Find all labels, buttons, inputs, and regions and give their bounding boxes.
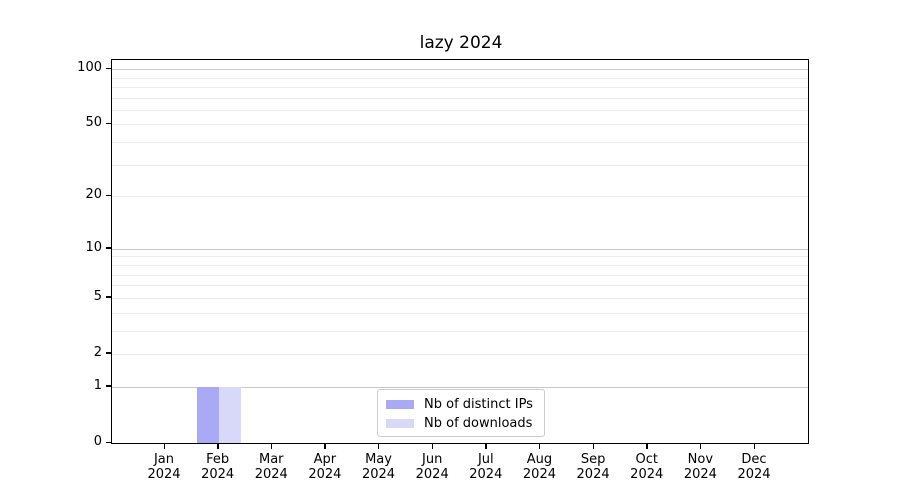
x-tick-year: 2024 <box>576 467 610 482</box>
x-tick-year: 2024 <box>737 467 771 482</box>
x-tick-year: 2024 <box>469 467 503 482</box>
x-tick-label: Feb 2024 <box>183 452 253 482</box>
x-tick-label: Aug 2024 <box>504 452 574 482</box>
major-gridline <box>112 353 808 355</box>
x-tick-mark <box>538 444 541 449</box>
legend-swatch-downloads <box>386 419 414 428</box>
x-tick-year: 2024 <box>254 467 288 482</box>
y-tick-label: 5 <box>93 288 102 304</box>
x-tick-label: Oct 2024 <box>612 452 682 482</box>
y-tick-label: 1 <box>93 377 102 393</box>
x-tick-label: Apr 2024 <box>290 452 360 482</box>
x-tick-label: Mar 2024 <box>236 452 306 482</box>
minor-gridline <box>112 86 808 88</box>
x-tick-year: 2024 <box>308 467 342 482</box>
x-tick-label: May 2024 <box>344 452 414 482</box>
bar-nb-of-distinct-ips <box>196 386 219 443</box>
x-tick-mark <box>592 444 594 449</box>
minor-gridline <box>112 142 808 144</box>
plot-area <box>111 59 809 444</box>
major-gridline <box>112 297 808 299</box>
y-tick-label: 0 <box>93 434 102 449</box>
legend-row: Nb of distinct IPs <box>386 395 536 414</box>
major-gridline <box>112 386 808 388</box>
x-tick-label: Sep 2024 <box>558 452 628 482</box>
y-tick-mark <box>106 247 111 249</box>
minor-gridline <box>112 97 808 99</box>
minor-gridline <box>112 77 808 79</box>
x-tick-mark <box>753 444 755 449</box>
x-tick-mark <box>378 444 380 449</box>
x-tick-mark <box>163 444 165 449</box>
legend: Nb of distinct IPs Nb of downloads <box>377 389 545 437</box>
y-tick-mark <box>106 296 111 298</box>
bar-nb-of-downloads <box>218 386 241 443</box>
legend-label-downloads: Nb of downloads <box>424 416 533 431</box>
major-gridline <box>112 124 808 126</box>
x-tick-mark <box>324 444 326 449</box>
y-tick-mark <box>106 122 111 125</box>
minor-gridline <box>112 330 808 332</box>
x-tick-year: 2024 <box>630 467 664 482</box>
x-tick-year: 2024 <box>201 467 235 482</box>
minor-gridline <box>112 312 808 314</box>
x-tick-year: 2024 <box>683 467 717 482</box>
x-tick-mark <box>431 444 434 449</box>
minor-gridline <box>112 264 808 266</box>
x-tick-mark <box>699 444 702 449</box>
x-tick-mark <box>270 444 273 449</box>
x-tick-label: Jun 2024 <box>397 452 467 482</box>
x-tick-year: 2024 <box>147 467 181 482</box>
y-tick-label: 2 <box>93 344 102 360</box>
x-tick-mark <box>485 444 487 449</box>
minor-gridline <box>112 256 808 258</box>
legend-row: Nb of downloads <box>386 414 536 433</box>
x-tick-label: Dec 2024 <box>719 452 789 482</box>
y-tick-mark <box>106 352 111 354</box>
minor-gridline <box>112 285 808 287</box>
x-tick-mark <box>646 444 648 449</box>
x-tick-label: Nov 2024 <box>665 452 735 482</box>
x-tick-year: 2024 <box>415 467 449 482</box>
chart-title: lazy 2024 <box>419 33 503 53</box>
y-tick-label: 10 <box>85 239 102 255</box>
y-tick-label: 20 <box>85 187 102 203</box>
major-gridline <box>112 248 808 250</box>
x-tick-year: 2024 <box>522 467 556 482</box>
y-tick-mark <box>106 194 111 197</box>
legend-label-distinct-ips: Nb of distinct IPs <box>424 397 533 412</box>
y-tick-mark <box>106 385 111 387</box>
minor-gridline <box>112 274 808 276</box>
y-tick-label: 50 <box>85 115 102 131</box>
x-tick-label: Jan 2024 <box>129 452 199 482</box>
y-tick-mark <box>106 67 111 69</box>
x-tick-year: 2024 <box>361 467 396 482</box>
major-gridline <box>112 69 808 71</box>
x-tick-label: Jul 2024 <box>451 452 521 482</box>
minor-gridline <box>112 164 808 166</box>
minor-gridline <box>112 109 808 111</box>
y-tick-label: 100 <box>77 60 102 76</box>
major-gridline <box>112 196 808 198</box>
legend-swatch-distinct-ips <box>386 400 414 409</box>
x-tick-mark <box>217 444 219 449</box>
y-tick-mark <box>106 441 111 443</box>
